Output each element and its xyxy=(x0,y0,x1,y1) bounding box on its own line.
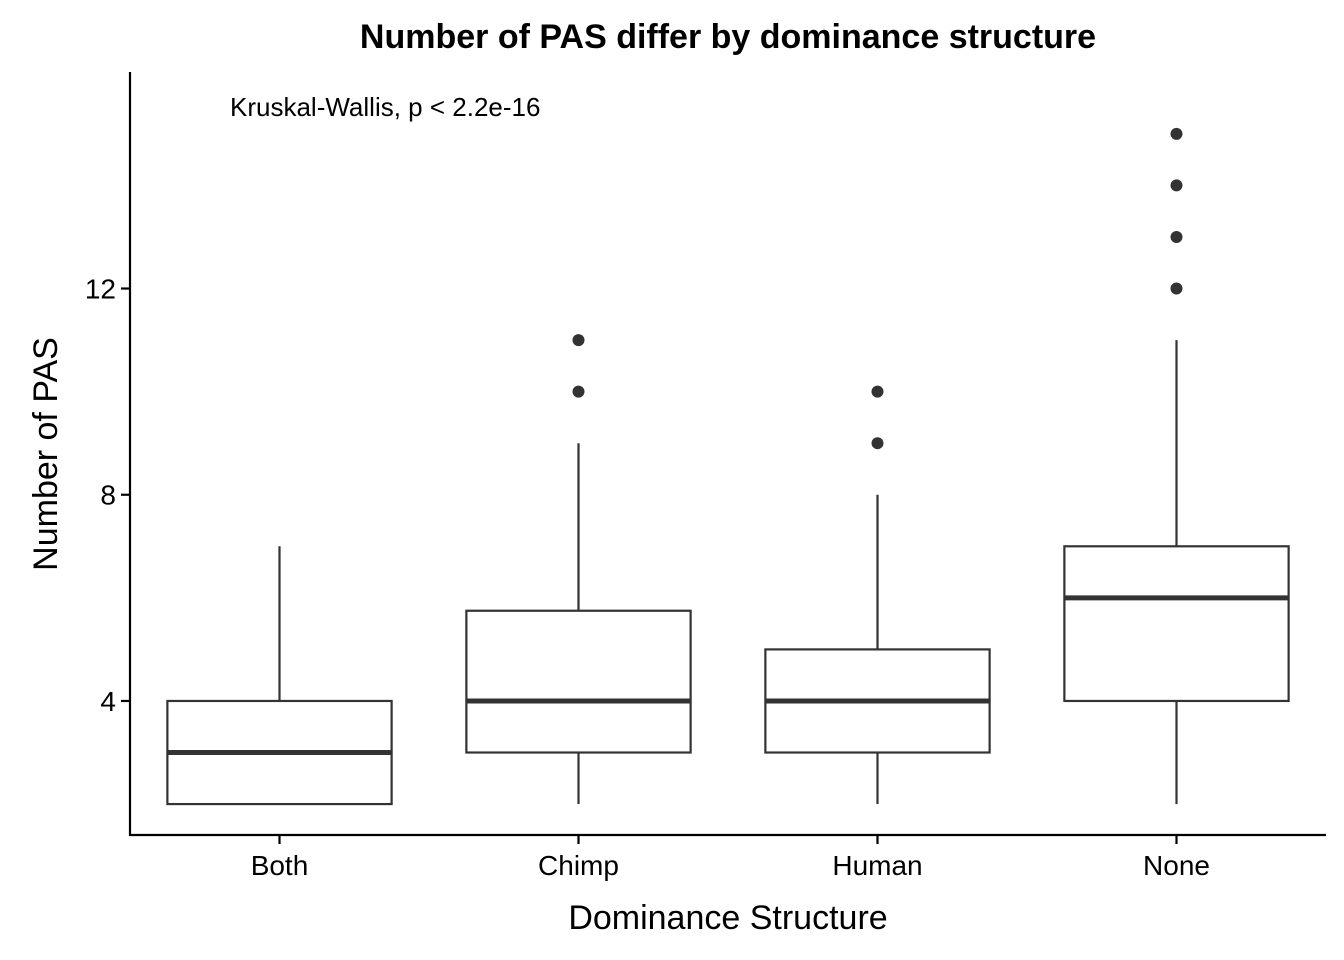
iqr-box-none xyxy=(1063,545,1290,703)
x-tick-label: Both xyxy=(251,850,309,881)
y-axis-title: Number of PAS xyxy=(27,337,65,571)
x-tick-label: None xyxy=(1143,850,1210,881)
y-tick-label: 12 xyxy=(85,274,116,305)
y-tick-label: 8 xyxy=(100,480,116,511)
chart-title: Number of PAS differ by dominance struct… xyxy=(360,18,1096,56)
box-both xyxy=(166,546,393,806)
x-tick-label: Human xyxy=(832,850,922,881)
x-axis-ticks: Both Chimp Human None xyxy=(251,835,1210,881)
plot-area xyxy=(166,127,1290,806)
x-tick-label: Chimp xyxy=(538,850,619,881)
box-none xyxy=(1063,127,1290,805)
y-tick-label: 4 xyxy=(100,686,116,717)
outlier-point xyxy=(1170,230,1183,243)
y-axis-ticks: 4 8 12 xyxy=(85,274,130,717)
x-axis-title: Dominance Structure xyxy=(568,899,887,937)
box-chimp xyxy=(465,334,692,805)
iqr-box-chimp xyxy=(465,609,692,754)
outlier-point xyxy=(1170,127,1183,140)
outlier-point xyxy=(572,334,585,347)
kruskal-wallis-annotation: Kruskal-Wallis, p < 2.2e-16 xyxy=(230,92,540,122)
outlier-point xyxy=(572,385,585,398)
outlier-point xyxy=(871,385,884,398)
outlier-point xyxy=(1170,179,1183,192)
box-human xyxy=(764,385,991,805)
outlier-point xyxy=(871,437,884,450)
outlier-point xyxy=(1170,282,1183,295)
